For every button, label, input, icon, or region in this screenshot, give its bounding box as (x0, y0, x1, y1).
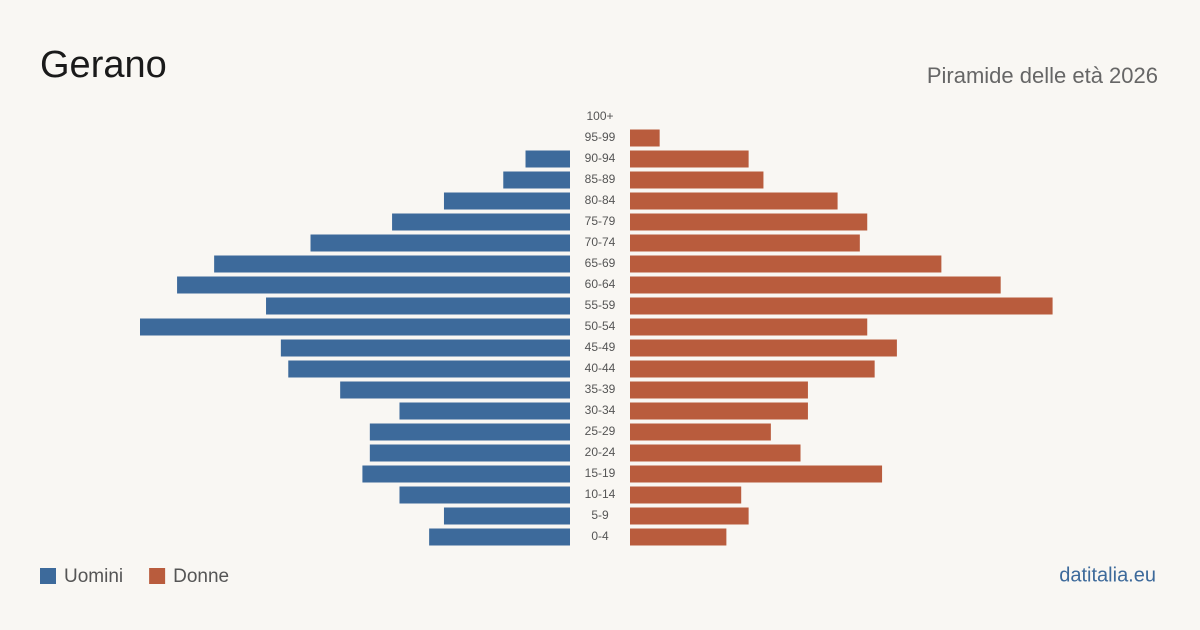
age-label: 55-59 (585, 298, 616, 312)
bar (630, 318, 868, 336)
age-label: 85-89 (585, 172, 616, 186)
chart-title: Gerano (40, 44, 167, 86)
bar (399, 402, 570, 420)
age-label: 0-4 (591, 529, 609, 543)
bar (140, 318, 570, 336)
age-label: 45-49 (585, 340, 616, 354)
bar (214, 255, 570, 273)
bar (288, 360, 570, 378)
bar (340, 381, 570, 399)
bar (429, 528, 570, 546)
age-label: 80-84 (585, 193, 616, 207)
age-label: 75-79 (585, 214, 616, 228)
legend-swatch (40, 568, 56, 584)
bar (630, 381, 808, 399)
legend-label: Uomini (64, 566, 123, 587)
bar (177, 276, 570, 294)
bar (630, 129, 660, 147)
bar (630, 171, 764, 189)
bar (630, 213, 868, 231)
bar (630, 150, 749, 168)
age-label: 65-69 (585, 256, 616, 270)
bar (630, 276, 1001, 294)
bar (369, 423, 570, 441)
age-label: 10-14 (585, 487, 616, 501)
bar (630, 297, 1053, 315)
bar (630, 465, 883, 483)
bar (630, 528, 727, 546)
bar (525, 150, 570, 168)
bar (630, 234, 860, 252)
bar (280, 339, 570, 357)
age-label: 15-19 (585, 466, 616, 480)
bar (443, 507, 570, 525)
age-label: 40-44 (585, 361, 616, 375)
bar (630, 192, 838, 210)
legend-label: Donne (173, 566, 229, 587)
bar (630, 360, 875, 378)
bar (630, 402, 808, 420)
bar (630, 255, 942, 273)
bar (443, 192, 570, 210)
bar (630, 444, 801, 462)
bar (630, 339, 897, 357)
bar (266, 297, 570, 315)
age-label: 30-34 (585, 403, 616, 417)
age-label: 35-39 (585, 382, 616, 396)
bar (399, 486, 570, 504)
bar (362, 465, 570, 483)
bar (630, 486, 742, 504)
bar (503, 171, 570, 189)
age-label: 90-94 (585, 151, 616, 165)
bar (310, 234, 570, 252)
age-label: 100+ (586, 109, 613, 123)
age-label: 70-74 (585, 235, 616, 249)
source: datitalia.eu (1059, 564, 1156, 586)
age-label: 60-64 (585, 277, 616, 291)
bar (630, 423, 771, 441)
age-label: 20-24 (585, 445, 616, 459)
age-label: 50-54 (585, 319, 616, 333)
bar (392, 213, 570, 231)
bar (630, 507, 749, 525)
bar (369, 444, 570, 462)
age-label: 95-99 (585, 130, 616, 144)
legend-swatch (149, 568, 166, 584)
age-label: 5-9 (591, 508, 609, 522)
age-label: 25-29 (585, 424, 616, 438)
chart-subtitle: Piramide delle età 2026 (927, 63, 1158, 88)
